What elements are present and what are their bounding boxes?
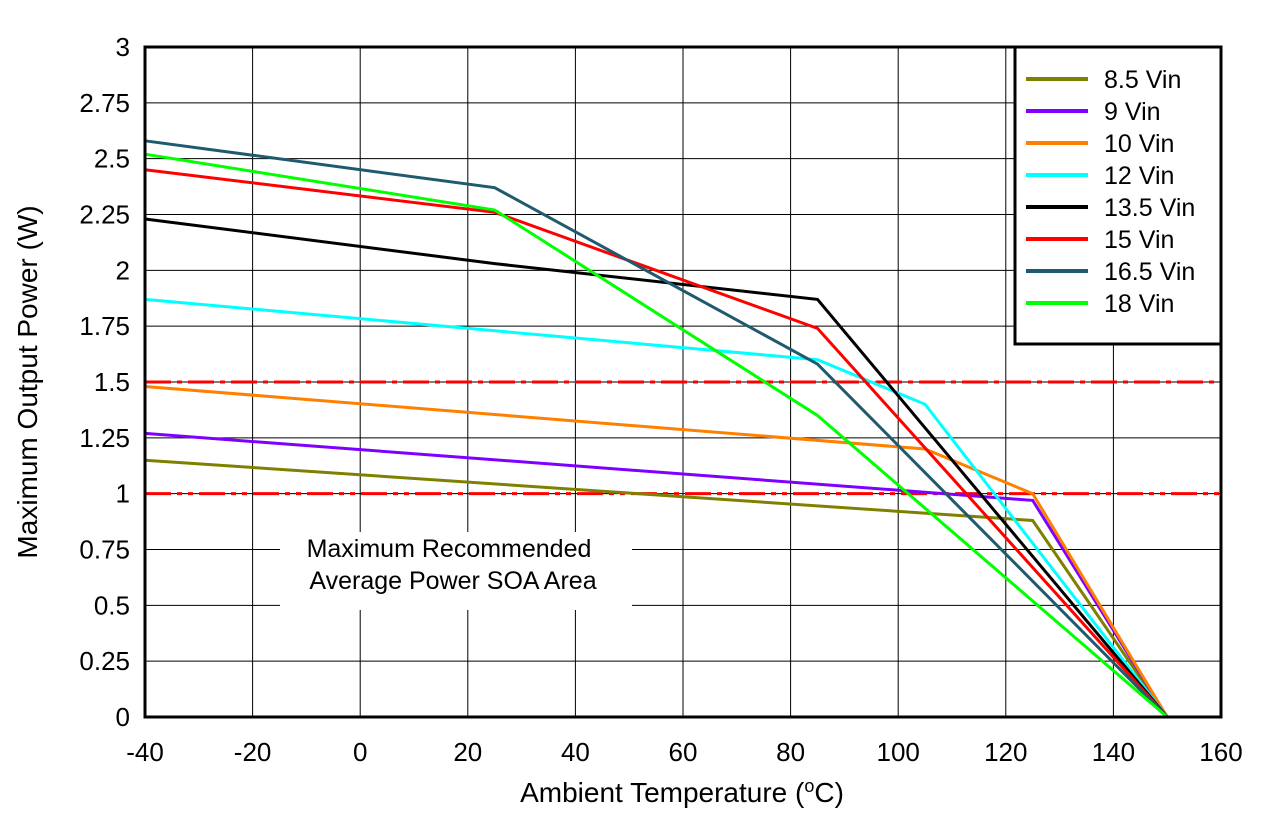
legend-label: 12 Vin: [1104, 162, 1174, 190]
annotation-background: [280, 532, 632, 610]
legend-frame: [1013, 45, 1223, 346]
annotation-line-1: Maximum Recommended: [307, 535, 592, 563]
y-tick-label: 3: [116, 32, 130, 62]
soa-annotation: Maximum Recommended Average Power SOA Ar…: [280, 532, 632, 610]
plot-frame: [143, 45, 1223, 719]
y-tick-label: 0.75: [79, 535, 130, 565]
x-axis-label-sup: o: [804, 776, 814, 796]
series-line-8-5-vin: [144, 458, 1169, 718]
reference-lines: [145, 380, 1221, 496]
x-tick-label: 40: [561, 737, 590, 767]
x-axis-label: Ambient Temperature (oC): [520, 776, 844, 808]
x-tick-label: 100: [877, 737, 920, 767]
y-tick-label: 1.75: [79, 311, 130, 341]
annotation-line-2: Average Power SOA Area: [309, 567, 596, 595]
x-tick-label: -40: [126, 737, 164, 767]
y-tick-label: 2.5: [94, 144, 130, 174]
y-tick-label: 2.75: [79, 88, 130, 118]
legend-label: 13.5 Vin: [1104, 194, 1195, 222]
legend-label: 9 Vin: [1104, 98, 1161, 126]
series-line-12-vin: [144, 297, 1169, 718]
x-tick-label: 80: [776, 737, 805, 767]
y-tick-labels: 0 0.25 0.5 0.75 1 1.25 1.5 1.75 2 2.25 2.5 2.75 3: [79, 32, 130, 732]
x-tick-label: 0: [353, 737, 367, 767]
legend-label: 18 Vin: [1104, 290, 1174, 318]
series-lines: [144, 139, 1169, 719]
legend-label: 8.5 Vin: [1104, 66, 1181, 94]
legend-label: 10 Vin: [1104, 130, 1174, 158]
legend: 8.5 Vin 9 Vin 10 Vin 12 Vin 13.5 Vin 15 Vin 16…: [1013, 45, 1223, 346]
x-tick-label: 160: [1199, 737, 1242, 767]
series-line-16-5-vin: [144, 139, 1169, 719]
y-tick-label: 2.25: [79, 200, 130, 230]
x-tick-label: 20: [453, 737, 482, 767]
y-tick-label: 0.25: [79, 646, 130, 676]
x-tick-label: -20: [234, 737, 272, 767]
y-tick-label: 2: [116, 255, 130, 285]
legend-label: 16.5 Vin: [1104, 258, 1195, 286]
x-tick-label: 120: [984, 737, 1027, 767]
y-tick-label: 1.5: [94, 367, 130, 397]
series-line-13-5-vin: [144, 217, 1169, 718]
legend-label: 15 Vin: [1104, 226, 1174, 254]
y-tick-label: 1.25: [79, 423, 130, 453]
series-line-18-vin: [144, 152, 1169, 719]
y-tick-label: 0: [116, 702, 130, 732]
y-tick-label: 0.5: [94, 590, 130, 620]
x-tick-labels: -40 -20 0 20 40 60 80 100 120 140 160: [126, 737, 1242, 767]
series-line-15-vin: [144, 168, 1169, 719]
x-tick-label: 60: [669, 737, 698, 767]
x-tick-label: 140: [1092, 737, 1135, 767]
y-tick-label: 1: [116, 479, 130, 509]
y-axis-label: Maximum Output Power (W): [12, 205, 43, 558]
